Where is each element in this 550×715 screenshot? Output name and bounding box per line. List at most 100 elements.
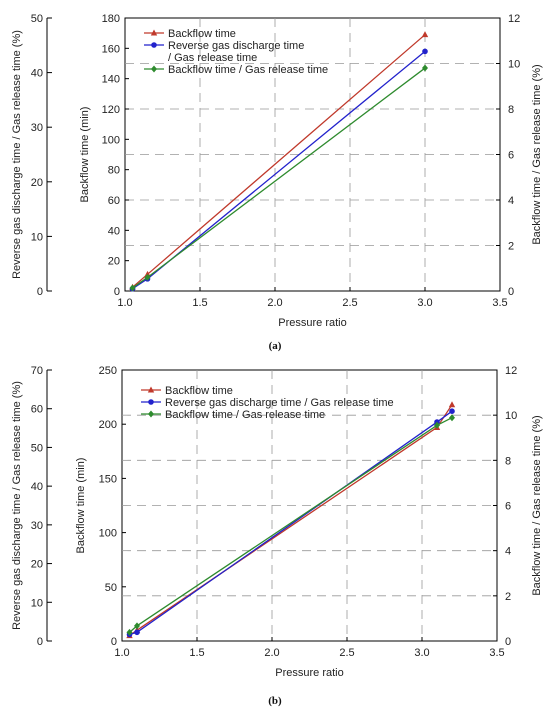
legend-marker <box>151 42 157 48</box>
series-3 <box>126 414 455 636</box>
y-left-tick-label: 0 <box>114 286 120 298</box>
data-point <box>144 273 151 281</box>
series-line <box>132 50 426 290</box>
x-tick-label: 2.0 <box>267 297 282 309</box>
x-tick-label: 3.0 <box>414 647 429 659</box>
legend-marker <box>148 410 154 418</box>
y-far-left-axis-label: Reverse gas discharge time / Gas release… <box>11 30 23 279</box>
legend-label: Backflow time <box>165 385 233 397</box>
y-left-tick-label: 60 <box>108 195 120 207</box>
data-point <box>422 48 428 55</box>
legend-label: Backflow time <box>168 28 236 40</box>
x-tick-label: 1.0 <box>117 297 132 309</box>
data-point <box>448 401 456 408</box>
legend-label: / Gas release time <box>168 52 257 64</box>
y-far-left-tick-label: 50 <box>31 442 43 454</box>
data-point <box>134 622 140 630</box>
y-left-tick-label: 80 <box>108 165 120 177</box>
y-left-tick-label: 120 <box>102 104 120 116</box>
y-left-axis-label: Backflow time (min) <box>79 107 91 203</box>
y-left-tick-label: 50 <box>105 582 117 594</box>
data-point <box>449 414 455 422</box>
y-right-tick-label: 6 <box>508 150 514 162</box>
y-right-tick-label: 0 <box>508 286 514 298</box>
y-left-tick-label: 100 <box>102 134 120 146</box>
y-left-tick-label: 20 <box>108 256 120 268</box>
series-3 <box>129 64 428 292</box>
y-right-tick-label: 8 <box>505 455 511 467</box>
series-line <box>129 404 453 637</box>
y-right-tick-label: 2 <box>508 241 514 253</box>
y-left-tick-label: 250 <box>99 365 117 377</box>
y-right-axis-label: Backflow time / Gas release time (%) <box>531 415 543 595</box>
legend-marker <box>151 65 157 73</box>
legend-label: Backflow time / Gas release time <box>165 409 325 421</box>
y-left-tick-label: 0 <box>111 636 117 648</box>
y-right-tick-label: 12 <box>508 13 520 25</box>
series-line <box>132 67 426 289</box>
y-right-tick-label: 12 <box>505 365 517 377</box>
y-far-left-tick-label: 60 <box>31 404 43 416</box>
x-axis-label: Pressure ratio <box>275 667 343 679</box>
y-left-tick-label: 40 <box>108 225 120 237</box>
y-far-left-tick-label: 20 <box>31 177 43 189</box>
data-point <box>422 64 428 72</box>
data-point <box>126 628 133 636</box>
y-far-left-tick-label: 10 <box>31 231 43 243</box>
data-point <box>449 408 455 414</box>
y-right-tick-label: 2 <box>505 591 511 603</box>
x-tick-label: 2.5 <box>339 647 354 659</box>
y-left-axis-label: Backflow time (min) <box>75 458 87 554</box>
y-right-tick-label: 10 <box>505 410 517 422</box>
x-tick-label: 3.0 <box>417 297 432 309</box>
y-far-left-tick-label: 30 <box>31 520 43 532</box>
y-far-left-tick-label: 40 <box>31 481 43 493</box>
series-line <box>129 417 453 633</box>
data-point <box>144 270 151 277</box>
legend-marker <box>147 386 155 393</box>
chart-1: 1.0 1.5 2.0 2.5 3.0 3.50204060801001201401601… <box>11 13 543 352</box>
legend-label: Backflow time / Gas release time <box>168 64 328 76</box>
x-tick-label: 3.5 <box>492 297 507 309</box>
y-right-tick-label: 4 <box>505 546 511 558</box>
x-tick-label: 2.5 <box>342 297 357 309</box>
y-left-tick-label: 180 <box>102 13 120 25</box>
y-left-tick-label: 100 <box>99 528 117 540</box>
x-tick-label: 1.5 <box>189 647 204 659</box>
y-far-left-tick-label: 50 <box>31 13 43 25</box>
y-far-left-tick-label: 0 <box>37 636 43 648</box>
y-far-left-tick-label: 20 <box>31 559 43 571</box>
legend-marker <box>150 29 158 36</box>
x-axis-label: Pressure ratio <box>278 317 346 329</box>
y-far-left-tick-label: 30 <box>31 122 43 134</box>
x-tick-label: 1.0 <box>114 647 129 659</box>
y-far-left-tick-label: 10 <box>31 597 43 609</box>
y-right-axis-label: Backflow time / Gas release time (%) <box>531 64 543 244</box>
chart-2: 1.0 1.5 2.0 2.5 3.0 3.50501001502002500246810… <box>11 365 543 707</box>
figure-caption: (a) <box>269 340 282 352</box>
data-point <box>421 31 429 38</box>
y-far-left-tick-label: 40 <box>31 68 43 80</box>
x-tick-label: 1.5 <box>192 297 207 309</box>
legend-label: Reverse gas discharge time / Gas release… <box>165 397 394 409</box>
y-far-left-tick-label: 0 <box>37 286 43 298</box>
series-2 <box>129 48 428 292</box>
data-point <box>434 421 440 429</box>
y-right-tick-label: 4 <box>508 195 514 207</box>
figure-caption: (b) <box>268 695 282 707</box>
series-line <box>129 410 453 636</box>
data-point <box>134 629 140 636</box>
series-1 <box>126 401 456 639</box>
y-right-tick-label: 8 <box>508 104 514 116</box>
x-tick-label: 2.0 <box>264 647 279 659</box>
y-right-tick-label: 6 <box>505 501 511 513</box>
x-tick-label: 3.5 <box>489 647 504 659</box>
y-right-tick-label: 0 <box>505 636 511 648</box>
y-left-tick-label: 160 <box>102 43 120 55</box>
legend-marker <box>148 399 154 405</box>
data-point <box>129 284 136 292</box>
legend-label: Reverse gas discharge time <box>168 40 304 52</box>
